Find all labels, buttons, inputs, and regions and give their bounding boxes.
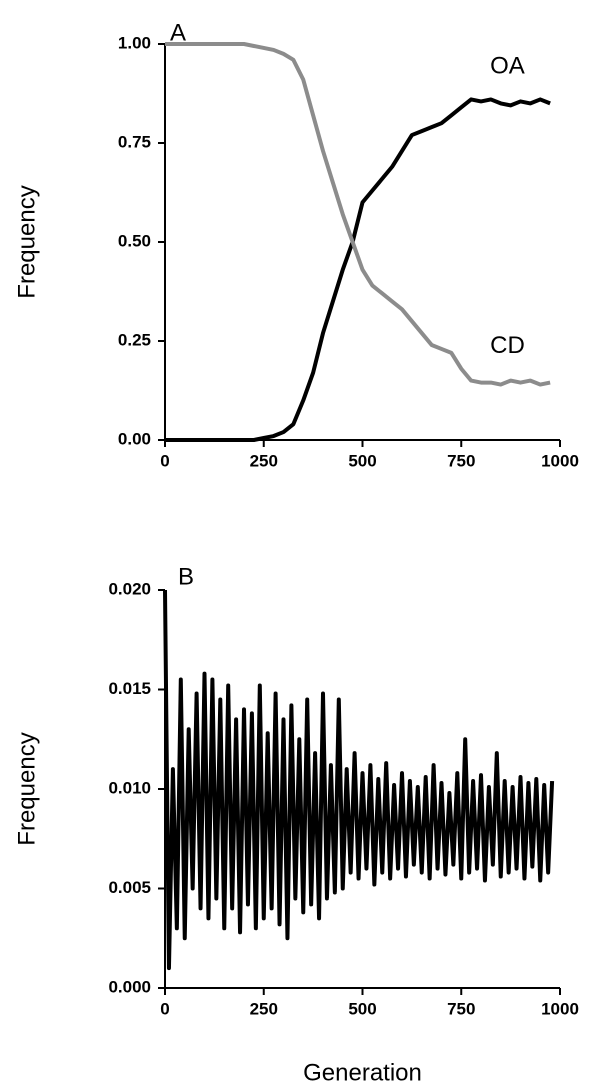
x-tick-label: 1000	[541, 999, 579, 1018]
x-tick-label: 0	[160, 451, 169, 470]
x-tick-label: 1000	[541, 451, 579, 470]
y-tick-label: 0.25	[118, 330, 151, 349]
x-tick-label: 500	[348, 451, 376, 470]
series-line	[165, 42, 551, 387]
panel-label: B	[178, 563, 194, 590]
x-tick-label: 0	[160, 999, 169, 1018]
y-tick-label: 0.50	[118, 231, 151, 250]
y-tick-label: 0.75	[118, 132, 151, 151]
x-tick-label: 750	[447, 451, 475, 470]
panel-label: A	[170, 19, 186, 46]
series-line	[165, 97, 551, 442]
series-label: CD	[490, 332, 525, 359]
y-tick-label: 0.010	[108, 778, 151, 797]
x-tick-label: 250	[250, 999, 278, 1018]
y-axis-label: Frequency	[13, 732, 40, 845]
y-tick-label: 1.00	[118, 33, 151, 52]
y-tick-label: 0.020	[108, 579, 151, 598]
y-tick-label: 0.015	[108, 679, 151, 698]
x-tick-label: 500	[348, 999, 376, 1018]
y-tick-label: 0.005	[108, 878, 151, 897]
y-tick-label: 0.00	[118, 429, 151, 448]
x-axis-label: Generation	[303, 1059, 422, 1086]
y-tick-label: 0.000	[108, 977, 151, 996]
y-axis-label: Frequency	[13, 185, 40, 298]
x-tick-label: 250	[250, 451, 278, 470]
series-line	[163, 589, 555, 971]
x-tick-label: 750	[447, 999, 475, 1018]
series-label: OA	[490, 53, 525, 80]
